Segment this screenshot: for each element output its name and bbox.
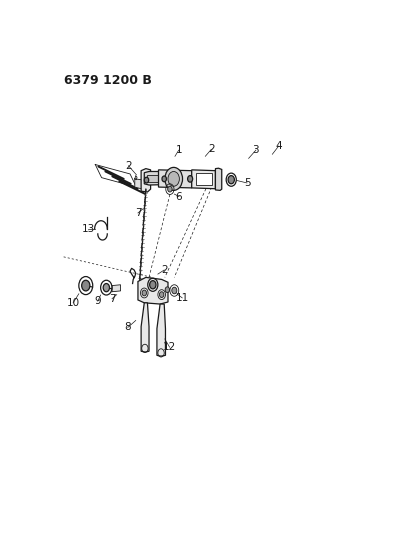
- Polygon shape: [215, 168, 222, 190]
- Text: 10: 10: [67, 298, 80, 308]
- Circle shape: [162, 176, 166, 182]
- Polygon shape: [112, 285, 121, 292]
- Polygon shape: [157, 304, 166, 356]
- Circle shape: [172, 287, 177, 294]
- Circle shape: [150, 281, 156, 289]
- Polygon shape: [141, 303, 149, 352]
- Text: 2: 2: [161, 265, 168, 275]
- Polygon shape: [196, 173, 212, 185]
- Circle shape: [168, 172, 180, 186]
- Text: 2: 2: [125, 161, 132, 171]
- Text: 12: 12: [163, 342, 176, 352]
- Polygon shape: [147, 175, 161, 182]
- Circle shape: [160, 292, 164, 297]
- Text: 3: 3: [253, 145, 259, 155]
- Text: 4: 4: [275, 141, 282, 151]
- Text: 1: 1: [175, 145, 182, 155]
- Circle shape: [144, 177, 149, 183]
- Circle shape: [165, 287, 170, 293]
- Circle shape: [165, 167, 182, 190]
- Polygon shape: [141, 168, 151, 192]
- Text: 5: 5: [244, 178, 251, 188]
- Circle shape: [82, 280, 90, 291]
- Circle shape: [142, 290, 146, 296]
- Text: 7: 7: [135, 208, 141, 218]
- Polygon shape: [135, 179, 144, 189]
- Polygon shape: [138, 277, 168, 304]
- Text: 9: 9: [95, 296, 101, 306]
- Circle shape: [228, 175, 234, 184]
- Text: 7: 7: [109, 294, 115, 304]
- Text: 11: 11: [175, 293, 189, 303]
- Polygon shape: [144, 172, 163, 185]
- Text: 13: 13: [82, 224, 95, 234]
- Circle shape: [103, 284, 109, 292]
- Polygon shape: [158, 170, 192, 188]
- Polygon shape: [192, 170, 215, 189]
- Text: 8: 8: [124, 322, 131, 333]
- Circle shape: [188, 175, 193, 182]
- Text: 6: 6: [176, 191, 182, 201]
- Text: 6379 1200 B: 6379 1200 B: [64, 74, 151, 87]
- Circle shape: [168, 186, 172, 192]
- Text: 2: 2: [208, 144, 215, 155]
